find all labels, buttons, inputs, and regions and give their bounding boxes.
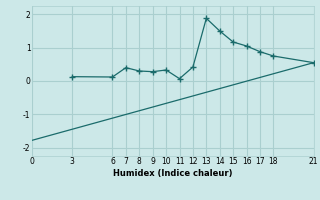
- X-axis label: Humidex (Indice chaleur): Humidex (Indice chaleur): [113, 169, 233, 178]
